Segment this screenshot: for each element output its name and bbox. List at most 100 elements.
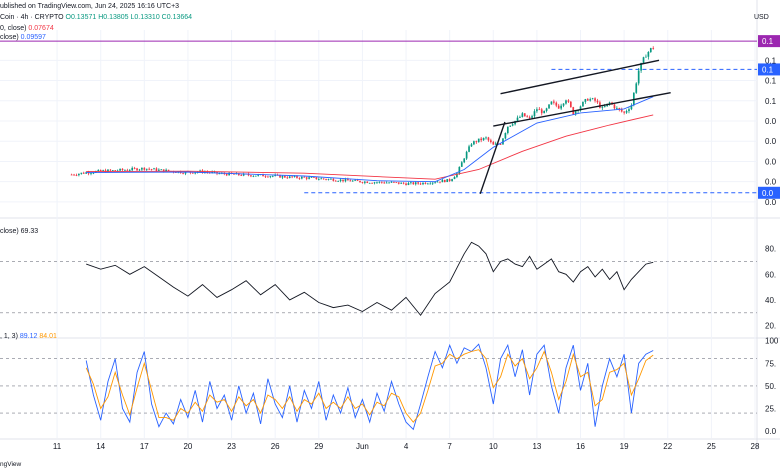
candle-body: [148, 168, 151, 170]
ma1-value: 0.07674: [28, 25, 54, 32]
x-tick-label: Jun: [356, 442, 369, 451]
candle-body: [417, 182, 420, 184]
candle-body: [165, 169, 167, 172]
candle-body: [637, 70, 640, 84]
candle-body: [351, 180, 354, 182]
candle-body: [620, 109, 623, 112]
candle-body: [482, 137, 485, 141]
candle-body: [138, 169, 141, 171]
candle-body: [271, 175, 274, 177]
candle-body: [431, 182, 434, 184]
ma2-label: close): [0, 34, 19, 41]
candle-body: [111, 170, 114, 171]
candle-body: [349, 180, 352, 182]
candle-body: [477, 138, 480, 143]
ohlc-high: H0.13805: [98, 14, 129, 21]
symbol-name: Coin · 4h · CRYPTO: [0, 14, 64, 21]
candle-body: [269, 176, 272, 178]
candle-body: [548, 104, 550, 109]
x-tick-label: 14: [96, 442, 105, 451]
candle-body: [191, 172, 194, 174]
candle-body: [453, 176, 456, 180]
candle-body: [78, 173, 80, 176]
candle-body: [487, 137, 490, 141]
candle-body: [131, 167, 134, 171]
candle-body: [645, 56, 647, 58]
candle-body: [284, 175, 286, 178]
brand-text: ngView: [0, 461, 22, 468]
candle-body: [565, 100, 567, 104]
candle-body: [443, 179, 446, 183]
candle-body: [395, 182, 398, 184]
candle-body: [160, 169, 163, 171]
x-tick-label: 23: [227, 442, 236, 451]
stoch-tick-label: 50.: [765, 382, 776, 391]
x-tick-label: 7: [447, 442, 452, 451]
candle-body: [228, 172, 230, 176]
candle-body: [640, 62, 642, 71]
ohlc-low: L0.13310: [130, 14, 160, 21]
stoch-d-value: 84.01: [39, 333, 57, 340]
candle-body: [499, 144, 502, 145]
candle-body: [441, 179, 444, 183]
candle-body: [497, 143, 499, 145]
candle-body: [99, 169, 102, 172]
stoch-legend: , 1, 3) 89.12 84.01: [0, 332, 57, 341]
candle-body: [371, 182, 373, 184]
brand-footer: ngView: [0, 461, 21, 468]
ohlc-close: C0.13664: [161, 14, 193, 21]
candle-body: [516, 117, 519, 121]
candle-body: [356, 179, 359, 181]
candle-body: [528, 117, 531, 118]
candle-body: [141, 167, 143, 170]
candle-body: [400, 182, 403, 184]
candle-body: [504, 133, 507, 139]
candle-body: [322, 178, 325, 180]
x-tick-label: 25: [707, 442, 716, 451]
candle-body: [281, 175, 284, 178]
candle-body: [310, 177, 313, 178]
price-tick-label: 0.1: [765, 56, 777, 65]
candle-body: [618, 108, 621, 110]
candle-body: [456, 173, 458, 177]
candle-body: [80, 172, 83, 174]
candle-body: [628, 109, 630, 112]
candle-body: [211, 171, 214, 173]
price-tick-label: 0.1: [765, 97, 777, 106]
candle-body: [485, 137, 487, 139]
candle-body: [330, 178, 332, 180]
candle-body: [589, 99, 592, 101]
rsi-tick-label: 40.: [765, 296, 776, 305]
price-tick-label: 0.0: [765, 157, 777, 166]
candle-body: [422, 182, 424, 185]
candle-body: [366, 181, 369, 183]
x-tick-label: 13: [532, 442, 541, 451]
candle-body: [361, 182, 364, 183]
candle-body: [574, 110, 577, 115]
candle-body: [579, 106, 582, 111]
stoch-label: , 1, 3): [0, 333, 18, 340]
candle-body: [124, 170, 126, 171]
candle-body: [337, 180, 340, 182]
stoch-tick-label: 0.0: [765, 427, 777, 436]
candle-body: [540, 109, 543, 114]
candle-body: [126, 170, 129, 171]
stoch-tick-label: 100: [765, 337, 779, 346]
candle-body: [616, 108, 618, 109]
candle-body: [267, 176, 269, 178]
candle-body: [647, 51, 650, 57]
candle-body: [339, 179, 342, 181]
rsi-line: [86, 241, 654, 317]
price-tick-label: 0.0: [765, 198, 777, 207]
price-marker-label: 0.0: [762, 189, 774, 198]
candle-body: [553, 101, 555, 103]
rsi-label: close): [0, 228, 19, 235]
ma2-value: 0.09597: [20, 34, 46, 41]
candle-body: [509, 125, 512, 127]
candle-body: [601, 107, 604, 108]
candle-body: [291, 176, 293, 178]
candle-body: [613, 104, 616, 109]
candle-body: [225, 174, 228, 176]
